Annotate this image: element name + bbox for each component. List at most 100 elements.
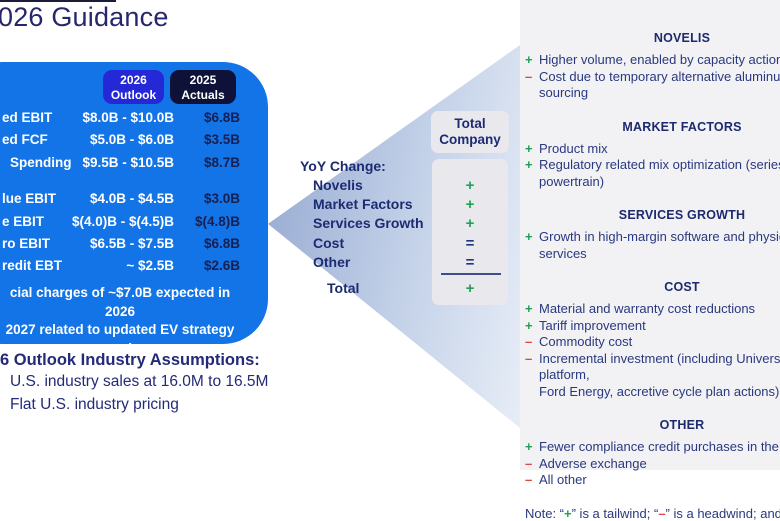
outlook-value: $4.0B - $4.5B (89, 191, 174, 206)
column-header-2025-actuals: 2025 Actuals (170, 70, 236, 104)
list-item: + Higher volume, enabled by capacity act… (523, 52, 780, 69)
table-row: lue EBIT $4.0B - $4.5B $3.0B (0, 188, 268, 210)
row-label: ed FCF (2, 132, 48, 147)
list-item: + Material and warranty cost reductions (523, 301, 780, 318)
plus-symbol: + (564, 505, 572, 521)
list-item-text: Fewer compliance credit purchases in the… (539, 439, 780, 454)
guidance-card: 2026 Outlook 2025 Actuals ed EBIT $8.0B … (0, 62, 268, 393)
assumptions-heading: 6 Outlook Industry Assumptions: (0, 351, 260, 369)
header-label: Outlook (110, 88, 157, 102)
yoy-item-novelis: Novelis (313, 177, 363, 193)
outlook-value: $9.5B - $10.5B (82, 155, 174, 170)
total-divider-line (441, 273, 501, 275)
total-company-box: Total Company (431, 111, 509, 153)
table-row: ed FCF $5.0B - $6.0B $3.5B (0, 129, 268, 151)
minus-marker-icon: – (525, 455, 533, 471)
tailwind-plus-icon: + (465, 196, 475, 213)
list-item-text: Incremental investment (including Univer… (539, 350, 780, 383)
list-item: + Product mix (523, 141, 780, 158)
minus-marker-icon: – (525, 472, 533, 487)
outlook-value: $6.5B - $7.5B (89, 236, 174, 251)
yoy-heading: YoY Change: (300, 158, 386, 174)
flat-equals-icon: = (465, 254, 475, 271)
table-row: redit EBT ~ $2.5B $2.6B (0, 255, 268, 277)
actuals-value: $3.5B (203, 132, 240, 147)
row-label: ed EBIT (2, 110, 53, 125)
yoy-item-cost: Cost (313, 235, 345, 251)
minus-marker-icon: – (525, 68, 533, 84)
list-item-text: Product mix (539, 140, 608, 156)
list-item-text: Ford Energy, accretive cycle plan action… (539, 383, 780, 399)
page-title: 026 Guidance (0, 2, 169, 32)
section-heading-services-growth: SERVICES GROWTH (618, 208, 746, 222)
list-item: + Regulatory related mix optimization (s… (523, 157, 780, 190)
assumption-item: U.S. industry sales at 16.0M to 16.5M (10, 373, 269, 390)
row-label: ro EBIT (2, 236, 51, 251)
list-item-text: Tariff improvement (539, 317, 646, 333)
outlook-value: $8.0B - $10.0B (82, 110, 174, 125)
tailwind-plus-icon: + (465, 215, 475, 232)
table-row: Spending $9.5B - $10.5B $8.7B (0, 152, 268, 174)
footnote-line: pected disposition of BOSK investment (30, 359, 210, 393)
list-item: – Commodity cost (523, 334, 780, 351)
footnote-line: 2027 related to updated EV strategy and (5, 322, 235, 356)
card-footnote: cial charges of ~$7.0B expected in 2026 … (0, 284, 246, 395)
outlook-value: ~ $2.5B (126, 258, 174, 273)
legend-note: Note: “+” is a tailwind; “–” is a headwi… (523, 506, 780, 521)
row-label: e EBIT (2, 214, 45, 229)
tailwind-plus-icon: + (465, 177, 475, 194)
assumption-item: Flat U.S. industry pricing (10, 396, 179, 413)
row-label: lue EBIT (2, 191, 57, 206)
list-item: + Fewer compliance credit purchases in t… (523, 439, 780, 456)
plus-marker-icon: + (525, 52, 533, 67)
list-item: – All other (523, 472, 780, 489)
section-heading-novelis: NOVELIS (653, 31, 711, 45)
list-item: + Tariff improvement (523, 318, 780, 335)
list-item: – Incremental investment (including Univ… (523, 351, 780, 401)
list-item-text: Adverse exchange (539, 455, 647, 471)
total-company-line2: Company (439, 132, 501, 147)
actuals-value: $8.7B (203, 155, 240, 170)
note-text: Note: “ (525, 505, 565, 521)
yoy-item-services-growth: Services Growth (313, 215, 424, 231)
actuals-value: $2.6B (203, 258, 240, 273)
plus-marker-icon: + (525, 140, 533, 156)
section-heading-cost: COST (664, 280, 700, 294)
header-year: 2026 (120, 73, 147, 87)
table-row: ed EBIT $8.0B - $10.0B $6.8B (0, 107, 268, 129)
total-company-label: Total Company (439, 116, 501, 148)
list-item-text: All other (539, 472, 587, 487)
plus-marker-icon: + (525, 229, 533, 244)
minus-marker-icon: – (525, 334, 533, 349)
actuals-value: $(4.8)B (194, 214, 240, 229)
section-heading-other: OTHER (659, 418, 705, 432)
table-row: e EBIT $(4.0)B - $(4.5)B $(4.8)B (0, 211, 268, 233)
flat-equals-icon: = (465, 235, 475, 252)
list-item-text: Higher volume, enabled by capacity actio… (539, 52, 780, 67)
row-label: redit EBT (2, 258, 63, 273)
plus-marker-icon: + (525, 317, 533, 333)
column-header-2026-outlook: 2026 Outlook (103, 70, 164, 104)
top-rule (0, 0, 116, 2)
outlook-value: $5.0B - $6.0B (89, 132, 174, 147)
plus-marker-icon: + (525, 157, 533, 172)
tailwind-plus-icon: + (465, 280, 475, 297)
table-row: ro EBIT $6.5B - $7.5B $6.8B (0, 233, 268, 255)
yoy-item-total: Total (327, 280, 360, 296)
yoy-item-other: Other (313, 254, 351, 270)
yoy-item-market-factors: Market Factors (313, 196, 413, 212)
row-label: Spending (10, 155, 72, 170)
detail-panel-content: NOVELIS + Higher volume, enabled by capa… (523, 31, 780, 521)
actuals-value: $3.0B (203, 191, 240, 206)
footnote-line: cial charges of ~$7.0B expected in 2026 (9, 285, 231, 319)
detail-panel: NOVELIS + Higher volume, enabled by capa… (520, 0, 780, 521)
yoy-symbols-box (432, 159, 508, 305)
note-text: ” is a tailwind; “ (571, 505, 659, 521)
section-heading-market-factors: MARKET FACTORS (622, 119, 742, 134)
list-item: – Adverse exchange (523, 456, 780, 473)
list-item-text: Cost due to temporary alternative alumin… (539, 68, 780, 101)
note-text: ” is a headwind; and “ (665, 505, 780, 521)
minus-marker-icon: – (525, 350, 533, 366)
list-item: + Growth in high-margin software and phy… (523, 229, 780, 262)
header-label: Actuals (181, 88, 225, 102)
